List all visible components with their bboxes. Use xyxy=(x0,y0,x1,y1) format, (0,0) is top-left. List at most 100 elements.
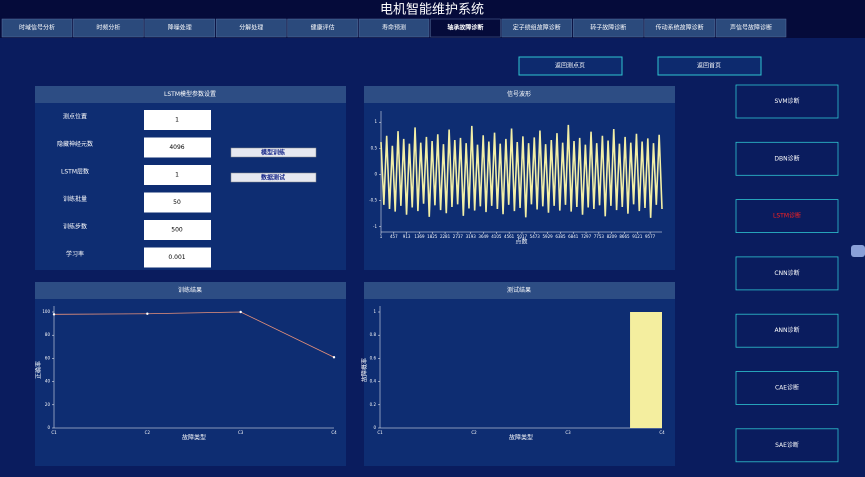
param-label: 训练步数 xyxy=(63,223,87,231)
param-label: 测点位置 xyxy=(63,113,87,121)
tab[interactable] xyxy=(644,18,715,38)
diagnosis-button-label[interactable]: LSTM诊断 xyxy=(773,212,801,220)
y-axis-label: 故障概率 xyxy=(361,358,369,382)
param-value[interactable]: 50 xyxy=(173,199,181,206)
tab[interactable] xyxy=(1,18,73,38)
panel-header xyxy=(35,282,346,299)
tab-label[interactable]: 分解处理 xyxy=(239,24,263,32)
x-tick-label: 6841 xyxy=(568,234,579,239)
tab-label[interactable]: 健康评估 xyxy=(311,24,335,32)
x-tick-label: C2 xyxy=(145,430,151,435)
tab[interactable] xyxy=(501,18,573,38)
y-tick-label: 0 xyxy=(47,425,50,430)
diagnosis-button[interactable] xyxy=(735,141,839,176)
diagnosis-button[interactable] xyxy=(735,84,839,119)
action-button[interactable] xyxy=(230,147,317,158)
param-input[interactable] xyxy=(144,247,211,268)
x-tick-label: C3 xyxy=(565,430,571,435)
tab[interactable] xyxy=(144,18,216,38)
x-tick-label: 8665 xyxy=(619,234,630,239)
tab-label[interactable]: 轴承故障诊断 xyxy=(447,24,483,32)
x-tick-label: C3 xyxy=(238,430,244,435)
param-value[interactable]: 1 xyxy=(175,172,179,179)
tab[interactable] xyxy=(715,18,787,38)
y-tick-label: -1 xyxy=(373,224,377,229)
param-value[interactable]: 0.001 xyxy=(168,254,185,261)
diagnosis-button[interactable] xyxy=(735,199,839,234)
tab-label[interactable]: 时频分析 xyxy=(96,24,120,32)
data-point xyxy=(146,312,149,315)
tab-label[interactable]: 声信号故障诊断 xyxy=(730,24,772,32)
tab[interactable] xyxy=(358,18,430,38)
action-button-label[interactable]: 数据测试 xyxy=(261,173,285,181)
param-label: 学习率 xyxy=(66,250,84,258)
param-input[interactable] xyxy=(144,110,211,130)
y-tick-label: 1 xyxy=(373,309,376,314)
diagnosis-button-label[interactable]: SAE诊断 xyxy=(775,441,799,449)
x-axis-label: 点数 xyxy=(515,238,527,246)
param-value[interactable]: 500 xyxy=(171,227,183,234)
panel xyxy=(364,282,675,466)
y-tick-label: 0.5 xyxy=(371,145,378,150)
panel-title: 信号波形 xyxy=(507,90,531,98)
param-value[interactable]: 1 xyxy=(175,117,179,124)
x-tick-label: C4 xyxy=(659,430,665,435)
tab[interactable] xyxy=(215,18,287,38)
action-button[interactable] xyxy=(230,172,317,183)
diagnosis-button[interactable] xyxy=(735,428,839,463)
panel-title: LSTM模型参数设置 xyxy=(164,90,216,98)
panel-header xyxy=(364,86,675,103)
param-input[interactable] xyxy=(144,137,211,158)
nav-button-label[interactable]: 返回首页 xyxy=(697,62,721,70)
y-tick-label: 80 xyxy=(45,332,51,337)
x-tick-label: 3193 xyxy=(466,234,477,239)
nav-button[interactable] xyxy=(657,56,762,76)
data-point xyxy=(239,310,242,314)
diagnosis-button[interactable] xyxy=(735,371,839,405)
param-input[interactable] xyxy=(144,165,211,185)
tab-label[interactable]: 转子故障诊断 xyxy=(590,24,626,32)
tab[interactable] xyxy=(73,18,144,38)
side-handle[interactable] xyxy=(851,245,865,257)
tab-label[interactable]: 降噪处理 xyxy=(168,24,192,32)
x-tick-label: 2737 xyxy=(453,234,464,239)
tab-label[interactable]: 定子绕组故障诊断 xyxy=(513,24,561,32)
tab[interactable] xyxy=(430,18,501,38)
tab-label[interactable]: 时域信号分析 xyxy=(19,24,55,32)
nav-button[interactable] xyxy=(518,56,623,76)
param-input[interactable] xyxy=(144,220,211,240)
y-tick-label: 0.6 xyxy=(370,355,377,360)
y-tick-label: 0.2 xyxy=(370,402,377,407)
action-button-label[interactable]: 模型训练 xyxy=(261,148,285,156)
diagnosis-button[interactable] xyxy=(735,256,839,291)
tab[interactable] xyxy=(287,18,358,38)
diagnosis-button-label[interactable]: DBN诊断 xyxy=(774,154,799,162)
panel-header xyxy=(364,282,675,299)
diagnosis-button-label[interactable]: CNN诊断 xyxy=(774,269,799,277)
tab[interactable] xyxy=(572,18,644,38)
diagnosis-button[interactable] xyxy=(735,313,839,348)
diagnosis-button-label[interactable]: SVM诊断 xyxy=(774,97,799,105)
diagnosis-button-label[interactable]: ANN诊断 xyxy=(774,326,799,334)
param-label: 训练批量 xyxy=(63,195,87,203)
x-tick-label: 4561 xyxy=(504,234,515,239)
x-tick-label: 1 xyxy=(380,234,383,239)
param-value[interactable]: 4096 xyxy=(169,144,184,151)
y-tick-label: 0.8 xyxy=(370,332,377,337)
param-input[interactable] xyxy=(144,192,211,213)
x-tick-label: 5017 xyxy=(517,234,528,239)
diagnosis-button-label[interactable]: CAE诊断 xyxy=(775,384,799,392)
panel-title: 训练结果 xyxy=(178,286,202,294)
tab-label[interactable]: 传动系统故障诊断 xyxy=(656,24,704,32)
line-series xyxy=(53,311,335,358)
x-tick-label: C2 xyxy=(471,430,477,435)
x-tick-label: 7753 xyxy=(594,234,605,239)
x-tick-label: C1 xyxy=(377,430,383,435)
nav-button-label[interactable]: 返回测点页 xyxy=(555,62,585,70)
tab-label[interactable]: 寿命预测 xyxy=(382,24,406,32)
y-tick-label: 60 xyxy=(45,355,51,360)
y-tick-label: 0.4 xyxy=(370,379,377,384)
param-label: LSTM层数 xyxy=(61,168,89,176)
